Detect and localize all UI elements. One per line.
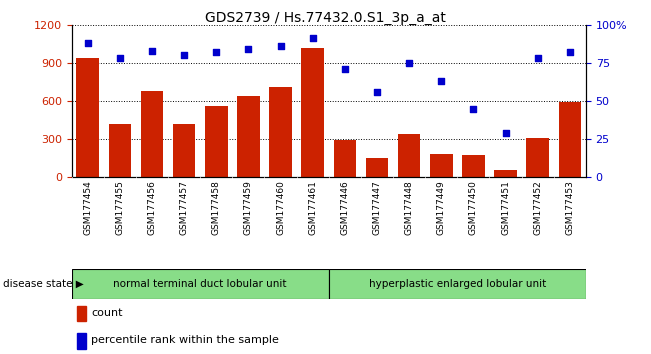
Point: [340, 66, 350, 72]
Bar: [333, 140, 356, 177]
Text: GSM177450: GSM177450: [469, 180, 478, 235]
Text: GSM177456: GSM177456: [148, 180, 156, 235]
Point: [404, 60, 414, 66]
Text: GSM177455: GSM177455: [115, 180, 124, 235]
Text: GSM177460: GSM177460: [276, 180, 285, 235]
Point: [468, 105, 478, 111]
Bar: [173, 124, 195, 177]
Point: [307, 36, 318, 41]
Bar: [270, 87, 292, 177]
Bar: [109, 124, 131, 177]
Bar: [141, 91, 163, 177]
Text: count: count: [91, 308, 122, 318]
Text: GSM177461: GSM177461: [308, 180, 317, 235]
Text: GSM177453: GSM177453: [565, 180, 574, 235]
Text: percentile rank within the sample: percentile rank within the sample: [91, 335, 279, 345]
Point: [275, 43, 286, 49]
Point: [115, 56, 125, 61]
Point: [501, 130, 511, 136]
Bar: [366, 158, 388, 177]
Bar: [527, 138, 549, 177]
Bar: [559, 102, 581, 177]
Text: GSM177457: GSM177457: [180, 180, 189, 235]
Point: [243, 46, 254, 52]
Point: [436, 78, 447, 84]
Text: GSM177454: GSM177454: [83, 180, 92, 234]
Point: [83, 40, 93, 46]
Text: GSM177448: GSM177448: [405, 180, 413, 234]
Bar: [398, 134, 421, 177]
Text: GSM177447: GSM177447: [372, 180, 381, 234]
Bar: [77, 333, 86, 348]
Point: [372, 89, 382, 95]
Bar: [237, 96, 260, 177]
Bar: [430, 154, 452, 177]
Point: [533, 56, 543, 61]
Text: disease state ▶: disease state ▶: [3, 279, 84, 289]
Text: GDS2739 / Hs.77432.0.S1_3p_a_at: GDS2739 / Hs.77432.0.S1_3p_a_at: [205, 11, 446, 25]
Text: GSM177449: GSM177449: [437, 180, 446, 234]
Bar: [462, 155, 484, 177]
Bar: [301, 47, 324, 177]
Text: GSM177451: GSM177451: [501, 180, 510, 235]
Text: normal terminal duct lobular unit: normal terminal duct lobular unit: [113, 279, 287, 289]
Point: [564, 49, 575, 55]
Point: [179, 52, 189, 58]
Point: [211, 49, 221, 55]
Bar: [329, 269, 586, 299]
Text: GSM177446: GSM177446: [340, 180, 350, 234]
Text: GSM177458: GSM177458: [212, 180, 221, 235]
Point: [146, 48, 157, 53]
Bar: [494, 170, 517, 177]
Bar: [205, 106, 227, 177]
Bar: [77, 306, 86, 321]
Text: GSM177459: GSM177459: [244, 180, 253, 235]
Text: hyperplastic enlarged lobular unit: hyperplastic enlarged lobular unit: [368, 279, 546, 289]
Bar: [72, 269, 329, 299]
Bar: [76, 58, 99, 177]
Text: GSM177452: GSM177452: [533, 180, 542, 234]
